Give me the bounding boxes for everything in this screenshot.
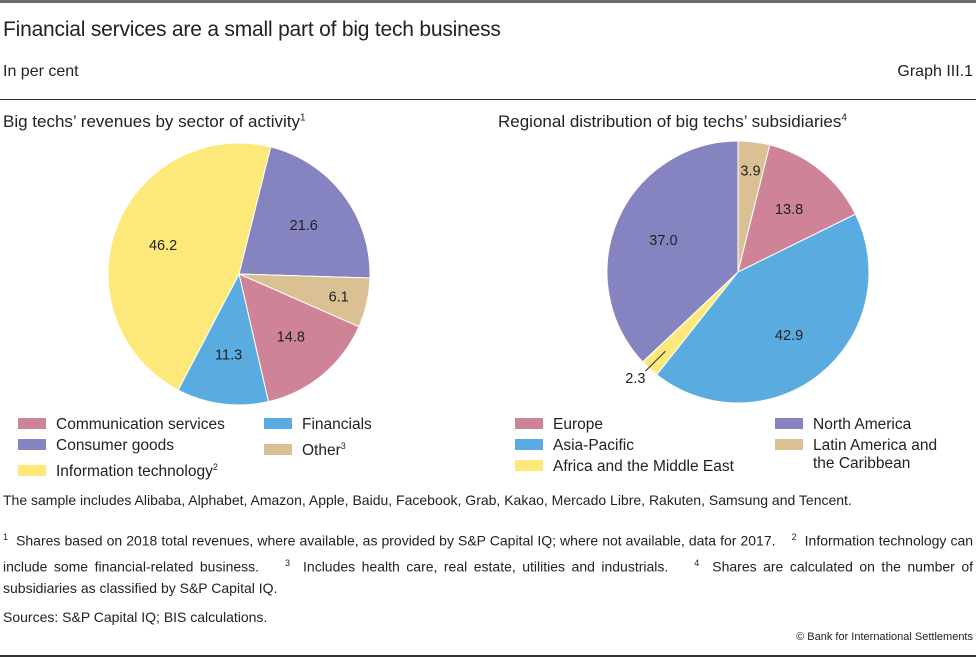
- legend-item-communication-services: Communication services: [18, 416, 225, 434]
- legend-item-latin-america-caribbean-line2: the Caribbean: [813, 455, 910, 473]
- legend-swatch: [18, 417, 46, 429]
- data-label-africa-and-the-middle-east: 2.3: [625, 371, 645, 387]
- footnote-ref: 4: [841, 112, 847, 124]
- pie-charts: 21.6 6.1 14.8 11.3 46.2 3.9 13.8 42.9 2.3 37.0: [107, 140, 870, 406]
- pie-slice-financials: [177, 272, 270, 406]
- copyright: © Bank for International Settlements: [796, 631, 973, 643]
- legend-swatch: [515, 417, 543, 429]
- header-divider: [0, 99, 976, 100]
- legend-label: Africa and the Middle East: [553, 458, 734, 475]
- legend-swatch: [18, 465, 46, 477]
- footnote-mark: 4: [694, 557, 700, 568]
- footnote-mark: 3: [285, 557, 291, 568]
- sample-note: The sample includes Alibaba, Alphabet, A…: [3, 492, 852, 508]
- legend-label: Europe: [553, 416, 603, 433]
- sources-note: Sources: S&P Capital IQ; BIS calculation…: [3, 609, 268, 625]
- data-label-communication-services: 14.8: [277, 330, 305, 346]
- left-panel-title-text: Big techs’ revenues by sector of activit…: [3, 112, 301, 131]
- bottom-border: [0, 655, 976, 657]
- data-label-north-america: 37.0: [649, 233, 677, 249]
- legend-item-africa-middle-east: Africa and the Middle East: [515, 458, 734, 476]
- footnotes: 1 Shares based on 2018 total revenues, w…: [3, 526, 973, 599]
- legend-item-latin-america-caribbean: Latin America and: [775, 437, 937, 455]
- pie-slice-consumer-goods: [238, 146, 371, 279]
- legend-item-asia-pacific: Asia-Pacific: [515, 437, 634, 455]
- footnote-mark: 1: [3, 532, 9, 542]
- footnote-2: Information technology can include some …: [3, 532, 974, 575]
- legend-swatch: [18, 438, 46, 450]
- pie-slice-europe: [737, 144, 857, 273]
- left-panel-title: Big techs’ revenues by sector of activit…: [3, 112, 306, 132]
- footnote-ref: 1: [300, 112, 306, 124]
- legend-label: the Caribbean: [813, 455, 911, 472]
- footnote-4: Shares are calculated on the number of s…: [3, 558, 974, 597]
- footnote-ref: 3: [340, 441, 346, 451]
- legend-label: Consumer goods: [56, 437, 175, 454]
- data-label-information-technology: 46.2: [149, 238, 177, 254]
- data-label-consumer-goods: 21.6: [290, 218, 318, 234]
- legend-label: Asia-Pacific: [553, 437, 634, 454]
- legend-item-information-technology: Information technology2: [18, 458, 218, 481]
- legend-item-europe: Europe: [515, 416, 603, 434]
- legend-label: Information technology: [56, 463, 213, 481]
- leader-line: [645, 350, 666, 372]
- legend-swatch: [264, 417, 292, 429]
- data-label-financials: 11.3: [215, 348, 242, 364]
- legend-label: Communication services: [56, 416, 225, 433]
- pie-slice-asia-pacific: [655, 213, 870, 404]
- chart-title: Financial services are a small part of b…: [3, 18, 501, 41]
- pie-slice-information-technology: [107, 142, 272, 391]
- legend-swatch: [515, 438, 543, 450]
- legend-item-other: Other3: [264, 437, 346, 460]
- top-border: [0, 0, 976, 3]
- chart-subtitle: In per cent: [3, 63, 79, 80]
- legend-label: Latin America and: [813, 437, 938, 454]
- footnote-3: Includes health care, real estate, utili…: [303, 558, 669, 575]
- legend-item-north-america: North America: [775, 416, 911, 434]
- pie-slice-north-america: [606, 140, 739, 363]
- footnote-ref: 2: [212, 462, 218, 472]
- data-label-europe: 13.8: [775, 202, 803, 218]
- legend-item-financials: Financials: [264, 416, 372, 434]
- legend-swatch: [515, 459, 543, 471]
- sector-pie: 21.6 6.1 14.8 11.3 46.2: [107, 142, 371, 406]
- data-label-asia-pacific: 42.9: [775, 328, 803, 344]
- right-panel-title-text: Regional distribution of big techs’ subs…: [498, 112, 842, 131]
- legend-item-consumer-goods: Consumer goods: [18, 437, 174, 455]
- legend-label: Other: [302, 442, 341, 460]
- pie-slice-communication-services: [238, 273, 360, 403]
- legend-swatch: [775, 417, 803, 429]
- graph-number: Graph III.1: [897, 63, 973, 80]
- legend-swatch: [264, 444, 292, 456]
- footnote-1: Shares based on 2018 total revenues, whe…: [16, 532, 776, 549]
- data-label-other: 6.1: [329, 290, 349, 306]
- legend-swatch: [775, 438, 803, 450]
- data-label-latin-america-and-the-caribbean: 3.9: [740, 164, 760, 180]
- region-pie: 3.9 13.8 42.9 2.3 37.0: [606, 140, 870, 404]
- right-panel-title: Regional distribution of big techs’ subs…: [498, 112, 847, 132]
- footnote-mark: 2: [791, 532, 797, 542]
- legend-label: Financials: [302, 416, 372, 433]
- legend-label: North America: [813, 416, 912, 433]
